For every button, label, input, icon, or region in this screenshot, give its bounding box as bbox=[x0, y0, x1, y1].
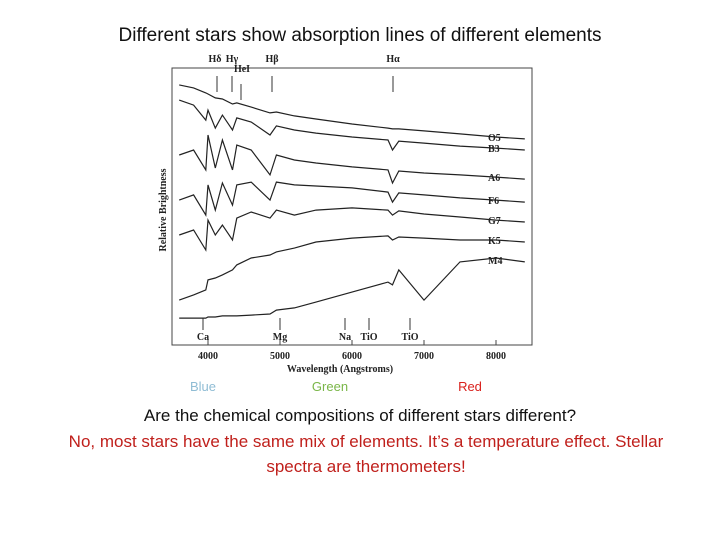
x-tick-label: 6000 bbox=[342, 351, 362, 362]
spectrum-line bbox=[179, 207, 525, 252]
series-label: O5 bbox=[488, 133, 501, 144]
line-label: TiO bbox=[360, 332, 377, 343]
spectrum-line bbox=[178, 181, 525, 218]
series-label: B3 bbox=[488, 144, 500, 155]
spectrum-line bbox=[179, 134, 525, 185]
color-label: Green bbox=[312, 379, 348, 394]
line-label: Mg bbox=[273, 332, 287, 343]
series-label: G7 bbox=[488, 216, 501, 227]
x-tick-label: 4000 bbox=[198, 351, 218, 362]
series-label: K5 bbox=[488, 236, 501, 247]
spectrum-line bbox=[179, 99, 525, 152]
question: Are the chemical compositions of differe… bbox=[144, 406, 576, 425]
line-label: Hα bbox=[386, 54, 400, 65]
spectrum-line bbox=[178, 235, 525, 301]
x-tick-label: 5000 bbox=[270, 351, 290, 362]
slide-title: Different stars show absorption lines of… bbox=[119, 25, 602, 46]
answer-line: No, most stars have the same mix of elem… bbox=[69, 432, 664, 451]
spectrum-line bbox=[179, 257, 525, 319]
color-label: Red bbox=[458, 379, 482, 394]
spectrum-line bbox=[179, 84, 525, 140]
x-tick-label: 7000 bbox=[414, 351, 434, 362]
line-label: Hδ bbox=[209, 54, 222, 65]
color-label: Blue bbox=[190, 379, 216, 394]
line-label: Na bbox=[339, 332, 351, 343]
series-label: A6 bbox=[488, 173, 500, 184]
line-label: Ca bbox=[197, 332, 209, 343]
y-axis-label: Relative Brightness bbox=[158, 168, 169, 251]
line-label: TiO bbox=[401, 332, 418, 343]
x-axis-label: Wavelength (Angstroms) bbox=[287, 364, 393, 375]
line-markers bbox=[202, 76, 411, 330]
x-tick-label: 8000 bbox=[486, 351, 506, 362]
answer-line: spectra are thermometers! bbox=[266, 457, 465, 476]
line-label: Hβ bbox=[265, 54, 278, 65]
series-label: F6 bbox=[488, 196, 499, 207]
figure: Wavelength (Angstroms) Relative Brightne… bbox=[158, 54, 533, 375]
series-label: M4 bbox=[488, 256, 502, 267]
line-label: HeI bbox=[234, 64, 250, 75]
line-label: Hγ bbox=[226, 54, 239, 65]
